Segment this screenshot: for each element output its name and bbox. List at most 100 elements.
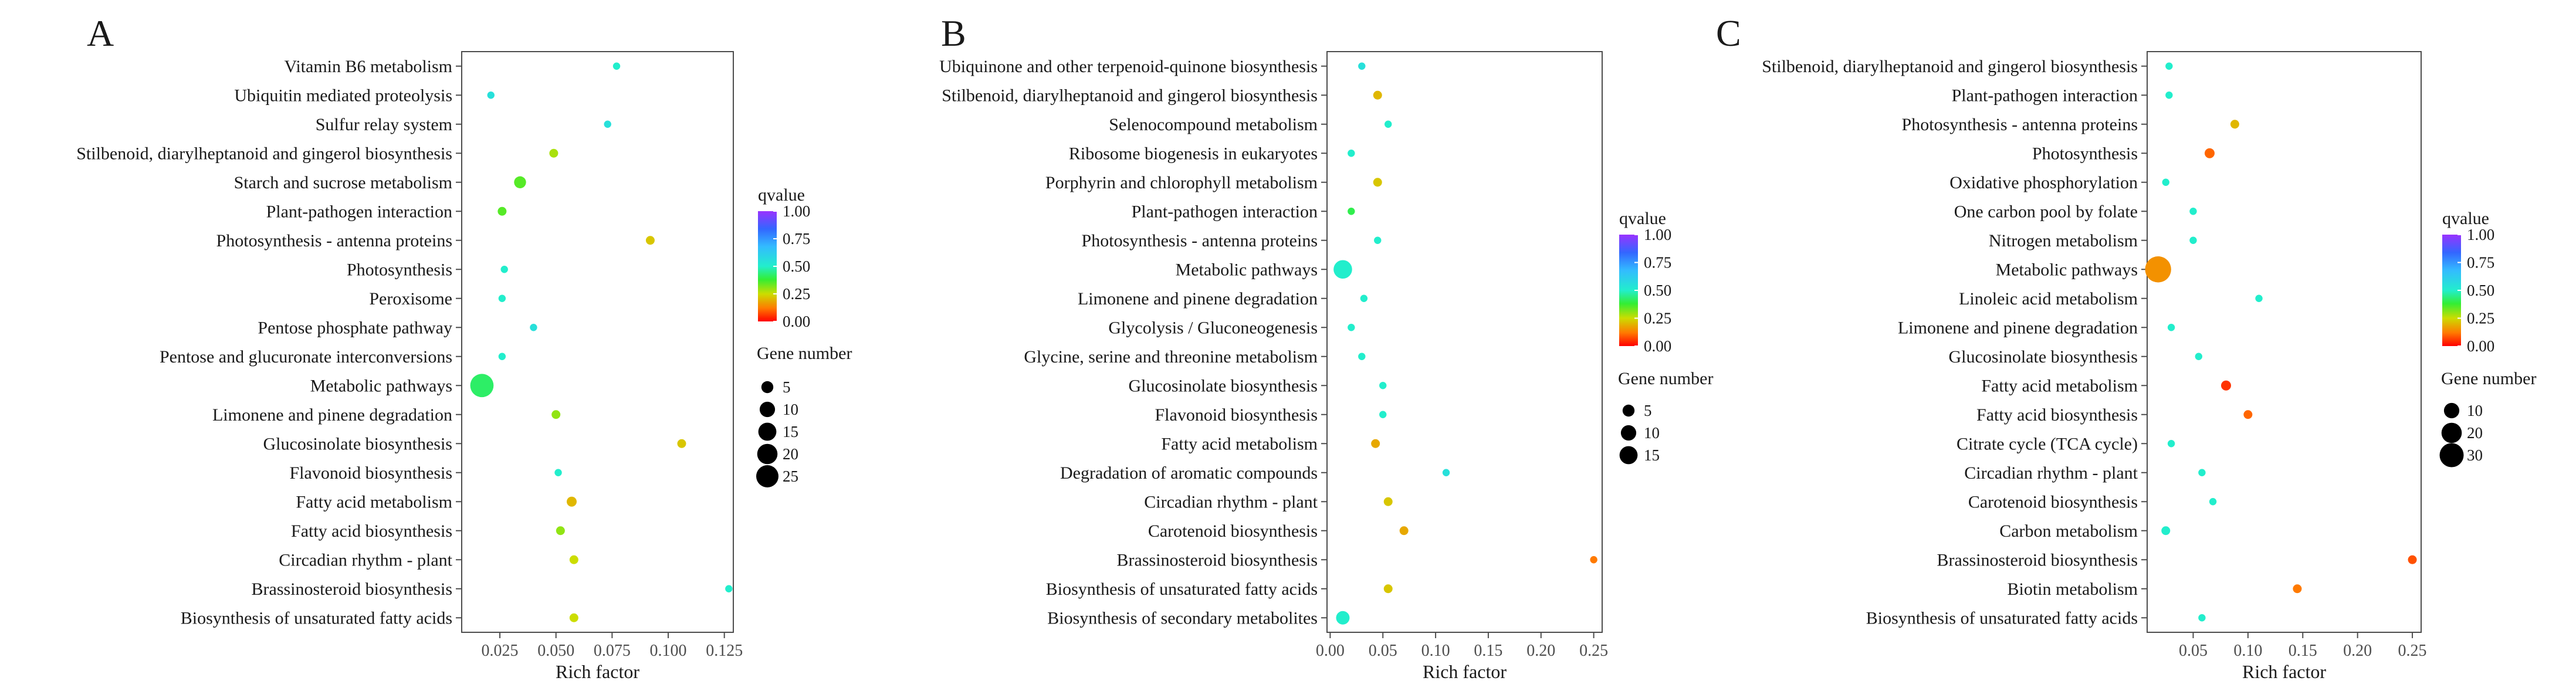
x-tick-label: 0.25 xyxy=(1579,642,1608,660)
data-point xyxy=(2162,178,2169,186)
size-legend-dot xyxy=(1620,425,1637,441)
data-point xyxy=(470,374,494,398)
category-label: Limonene and pinene degradation xyxy=(212,405,452,425)
qvalue-legend-title: qvalue xyxy=(2442,209,2489,228)
data-point xyxy=(645,236,655,245)
x-axis-title: Rich factor xyxy=(1423,661,1507,682)
category-label: One carbon pool by folate xyxy=(1954,202,2138,221)
data-point xyxy=(1348,150,1355,157)
colorbar-tick-label: 0.50 xyxy=(1644,282,1671,299)
gene-number-legend: Gene number 5 10 15 xyxy=(1618,369,1713,465)
category-label: Photosynthesis - antenna proteins xyxy=(216,231,452,250)
data-point xyxy=(514,176,526,188)
data-point xyxy=(530,324,537,331)
colorbar-tick-label: 0.25 xyxy=(2467,310,2494,327)
data-point xyxy=(1383,497,1393,506)
x-tick-label: 0.10 xyxy=(2233,642,2262,660)
size-legend-label: 5 xyxy=(783,378,791,396)
category-label: Glucosinolate biosynthesis xyxy=(1129,376,1318,395)
category-label: Glycine, serine and threonine metabolism xyxy=(1024,347,1318,367)
size-legend-dot xyxy=(756,465,778,487)
size-legend-dot xyxy=(761,381,774,394)
category-label: Selenocompound metabolism xyxy=(1109,115,1318,134)
data-point xyxy=(1379,382,1387,389)
data-point xyxy=(1336,611,1350,625)
category-label: Limonene and pinene degradation xyxy=(1898,318,2138,337)
category-label: Plant-pathogen interaction xyxy=(1132,202,1318,221)
data-point xyxy=(1385,120,1392,128)
data-point xyxy=(2195,353,2202,360)
colorbar-tick-label: 1.00 xyxy=(783,202,810,220)
qvalue-legend: qvalue 0.00 0.25 0.50 0.75 1.00 xyxy=(2442,209,2494,355)
data-point xyxy=(551,410,561,419)
size-legend-dot xyxy=(758,422,777,441)
x-tick-label: 0.10 xyxy=(1421,642,1450,660)
colorbar-tick-label: 0.75 xyxy=(1644,254,1671,272)
gene-number-legend: Gene number 5 10 15 20 25 xyxy=(756,344,852,487)
data-point xyxy=(2145,256,2171,283)
colorbar-tick-label: 0.75 xyxy=(783,230,810,248)
category-label: Brassinosteroid biosynthesis xyxy=(252,580,453,599)
category-label: Biosynthesis of unsaturated fatty acids xyxy=(1046,580,1318,599)
data-point xyxy=(725,585,733,592)
category-label: Photosynthesis xyxy=(347,260,452,279)
data-point xyxy=(498,294,506,302)
qvalue-legend-title: qvalue xyxy=(758,185,805,205)
data-point xyxy=(2243,410,2253,419)
category-label: Photosynthesis xyxy=(2032,144,2138,163)
plot-area xyxy=(2147,51,2422,633)
colorbar-tick-label: 0.00 xyxy=(1644,337,1671,355)
data-point xyxy=(1383,584,1393,594)
category-label: Stilbenoid, diarylheptanoid and gingerol… xyxy=(942,86,1318,105)
data-point xyxy=(500,266,508,273)
x-tick-label: 0.25 xyxy=(2398,642,2427,660)
gene-number-legend-title: Gene number xyxy=(757,344,852,363)
data-point xyxy=(604,120,611,128)
x-tick-label: 0.050 xyxy=(537,642,574,660)
data-point xyxy=(2255,294,2263,302)
data-point xyxy=(1373,178,1382,187)
data-point xyxy=(1371,439,1380,448)
category-label: Nitrogen metabolism xyxy=(1989,231,2138,250)
gene-number-legend-title: Gene number xyxy=(1618,369,1713,388)
data-point xyxy=(2293,584,2302,594)
category-label: Stilbenoid, diarylheptanoid and gingerol… xyxy=(1762,57,2138,76)
category-label: Sulfur relay system xyxy=(316,115,452,134)
category-label: Plant-pathogen interaction xyxy=(1952,86,2138,105)
x-tick-label: 0.125 xyxy=(706,642,743,660)
category-label: Metabolic pathways xyxy=(1176,260,1318,279)
data-point xyxy=(1358,353,1366,360)
colorbar-tick-label: 0.25 xyxy=(783,285,810,303)
category-label: Starch and sucrose metabolism xyxy=(234,173,452,192)
size-legend-dot xyxy=(2443,402,2460,419)
colorbar-tick-label: 0.75 xyxy=(2467,254,2494,272)
colorbar-tick-label: 0.00 xyxy=(783,313,810,330)
category-label: Ubiquinone and other terpenoid-quinone b… xyxy=(939,57,1318,76)
size-legend-label: 10 xyxy=(2467,402,2483,419)
data-point xyxy=(1348,208,1355,215)
size-legend-dot xyxy=(759,401,776,418)
data-point xyxy=(554,469,562,476)
data-point xyxy=(2167,440,2175,448)
category-label: Flavonoid biosynthesis xyxy=(1155,405,1318,425)
colorbar-tick-label: 1.00 xyxy=(2467,226,2494,243)
category-label: Vitamin B6 metabolism xyxy=(284,57,452,76)
category-label: Porphyrin and chlorophyll metabolism xyxy=(1045,173,1318,192)
x-axis-title: Rich factor xyxy=(2242,661,2326,682)
colorbar-tick-label: 1.00 xyxy=(1644,226,1671,243)
panel-letter: A xyxy=(87,12,114,54)
x-tick-label: 0.100 xyxy=(650,642,687,660)
data-point xyxy=(2408,555,2417,564)
data-point xyxy=(566,496,577,507)
category-label: Photosynthesis - antenna proteins xyxy=(1082,231,1318,250)
x-tick-label: 0.075 xyxy=(594,642,631,660)
panel-c: C Stilbenoid, diarylheptanoid and gingero… xyxy=(1716,12,2536,682)
category-label: Carotenoid biosynthesis xyxy=(1148,521,1318,541)
category-label: Ribosome biogenesis in eukaryotes xyxy=(1069,144,1318,163)
category-label: Glycolysis / Gluconeogenesis xyxy=(1108,318,1318,337)
data-point xyxy=(612,62,621,70)
data-point xyxy=(569,555,578,564)
panel-a: A Vitamin B6 metabolism Ubiquitin mediated… xyxy=(76,12,852,682)
category-label: Metabolic pathways xyxy=(1996,260,2138,279)
category-label: Fatty acid metabolism xyxy=(1981,376,2138,395)
